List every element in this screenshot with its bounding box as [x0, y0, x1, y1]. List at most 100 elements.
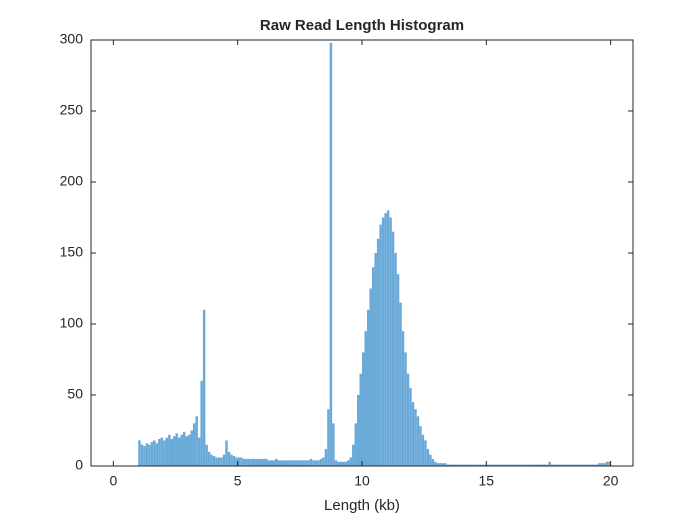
bar — [138, 440, 141, 466]
bar — [257, 458, 261, 466]
bar — [439, 463, 442, 466]
bar — [548, 461, 551, 466]
bar — [431, 458, 435, 466]
bar — [312, 460, 315, 466]
bar — [560, 464, 564, 466]
bar — [207, 451, 211, 466]
bar — [543, 464, 546, 466]
bar — [565, 464, 569, 466]
bar — [580, 464, 584, 466]
bar — [538, 464, 542, 466]
y-tick-label: 250 — [60, 102, 84, 118]
bar — [473, 464, 477, 466]
bar — [486, 464, 489, 466]
bar — [182, 431, 186, 466]
bar — [287, 460, 290, 466]
bar — [471, 464, 474, 466]
bar — [600, 463, 604, 466]
bar — [563, 464, 566, 466]
bar — [349, 457, 353, 466]
bar — [518, 464, 522, 466]
bar — [240, 457, 243, 466]
bar — [173, 436, 176, 466]
bar — [150, 441, 154, 466]
bar — [444, 463, 447, 466]
bar — [324, 448, 328, 466]
bar — [545, 464, 549, 466]
bar — [210, 454, 213, 466]
bar — [441, 463, 445, 466]
bar — [284, 460, 288, 466]
bar — [185, 436, 188, 466]
bar — [558, 464, 561, 466]
bar — [250, 458, 253, 466]
bar — [389, 217, 392, 466]
bar — [384, 213, 387, 466]
bar — [426, 448, 430, 466]
bar — [568, 464, 571, 466]
bar — [555, 464, 559, 466]
bar — [297, 460, 300, 466]
bar — [496, 464, 499, 466]
bar — [461, 464, 464, 466]
bar — [493, 464, 497, 466]
x-tick-label: 15 — [479, 473, 495, 489]
x-tick-label: 5 — [234, 473, 242, 489]
bar — [533, 464, 537, 466]
bar — [230, 454, 233, 466]
bar — [168, 434, 171, 466]
bar — [212, 456, 216, 466]
y-tick-label: 300 — [60, 31, 84, 47]
bar — [386, 210, 390, 466]
bar — [575, 464, 579, 466]
bar — [274, 458, 278, 466]
bar — [585, 464, 589, 466]
bar — [391, 231, 395, 466]
bar — [458, 464, 462, 466]
bar — [605, 461, 609, 466]
bar — [406, 373, 410, 466]
bar — [344, 461, 348, 466]
bar — [272, 460, 275, 466]
bar — [145, 443, 149, 466]
bar — [608, 461, 611, 466]
bar — [369, 288, 372, 466]
bar — [262, 458, 266, 466]
bar — [153, 440, 156, 466]
bar — [401, 331, 405, 466]
bar — [523, 464, 527, 466]
bar — [235, 457, 238, 466]
bar — [376, 238, 380, 466]
bar — [488, 464, 492, 466]
bar — [429, 454, 432, 466]
bar — [453, 464, 457, 466]
bar — [163, 440, 166, 466]
bar — [190, 430, 193, 466]
bar — [205, 444, 208, 466]
bar — [451, 464, 454, 466]
bar — [279, 460, 283, 466]
bar — [170, 439, 174, 466]
bar — [282, 460, 285, 466]
bar — [553, 464, 556, 466]
y-tick-label: 150 — [60, 244, 84, 260]
bar — [242, 458, 246, 466]
bar — [404, 352, 407, 466]
bar — [227, 451, 231, 466]
bar — [302, 460, 305, 466]
bar — [215, 457, 218, 466]
bar — [180, 434, 183, 466]
bar — [332, 423, 335, 466]
bar — [511, 464, 514, 466]
bar — [526, 464, 529, 466]
bar — [506, 464, 509, 466]
bar — [463, 464, 467, 466]
bar — [329, 42, 333, 467]
bar — [491, 464, 494, 466]
y-tick-label: 200 — [60, 173, 84, 189]
bar — [289, 460, 293, 466]
bar — [260, 458, 263, 466]
bar — [399, 302, 402, 466]
bar — [411, 402, 415, 466]
